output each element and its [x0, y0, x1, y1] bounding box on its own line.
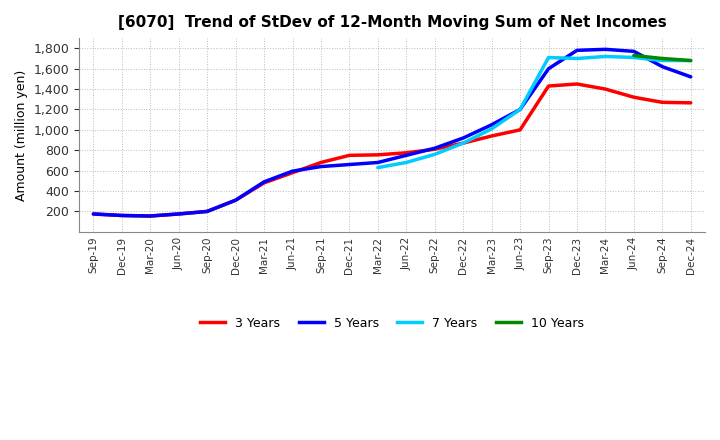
Y-axis label: Amount (million yen): Amount (million yen) — [15, 70, 28, 201]
Title: [6070]  Trend of StDev of 12-Month Moving Sum of Net Incomes: [6070] Trend of StDev of 12-Month Moving… — [117, 15, 667, 30]
Legend: 3 Years, 5 Years, 7 Years, 10 Years: 3 Years, 5 Years, 7 Years, 10 Years — [195, 312, 590, 335]
